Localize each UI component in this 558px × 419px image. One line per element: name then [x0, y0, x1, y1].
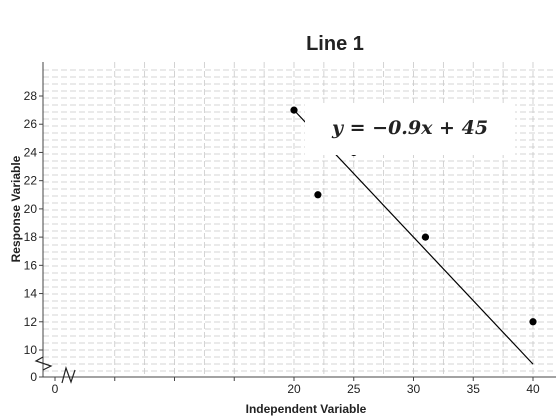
y-tick-label: 26	[24, 117, 38, 131]
y-axis-label: Response Variable	[9, 155, 23, 262]
y-tick-label: 12	[24, 315, 38, 329]
x-tick-label: 0	[52, 382, 59, 396]
data-point	[529, 318, 537, 326]
axes	[42, 62, 556, 378]
x-tick-label: 25	[347, 382, 361, 396]
y-tick-label: 10	[24, 343, 38, 357]
x-axis-label: Independent Variable	[246, 402, 367, 416]
data-point	[314, 191, 322, 199]
data-point	[421, 233, 430, 241]
y-tick-label: 22	[24, 174, 38, 188]
y-tick-labels: 0 10 12 14 16 18 20 22 24 26 28	[24, 89, 43, 384]
y-tick-label: 16	[24, 258, 38, 272]
chart-title: Line 1	[306, 33, 364, 55]
x-tick-label: 40	[526, 382, 540, 396]
x-tick-label: 20	[287, 382, 301, 396]
y-tick-label: 14	[24, 287, 38, 301]
x-tick-labels: 0 20 25 30 35 40	[52, 377, 540, 396]
x-tick-label: 35	[467, 382, 481, 396]
grid	[43, 62, 556, 377]
y-axis-break	[34, 356, 53, 371]
y-tick-label: 24	[24, 145, 38, 159]
x-tick-label: 30	[407, 382, 421, 396]
x-axis-break	[61, 365, 76, 384]
axis-breaks	[34, 356, 76, 384]
y-tick-label: 28	[24, 89, 38, 103]
y-tick-label: 20	[24, 202, 38, 216]
y-tick-label: 18	[24, 230, 38, 244]
equation-annotation: y = −0.9x + 45	[331, 117, 488, 139]
data-point	[290, 106, 298, 114]
equation-box	[305, 103, 515, 155]
y-tick-label: 0	[30, 370, 37, 384]
